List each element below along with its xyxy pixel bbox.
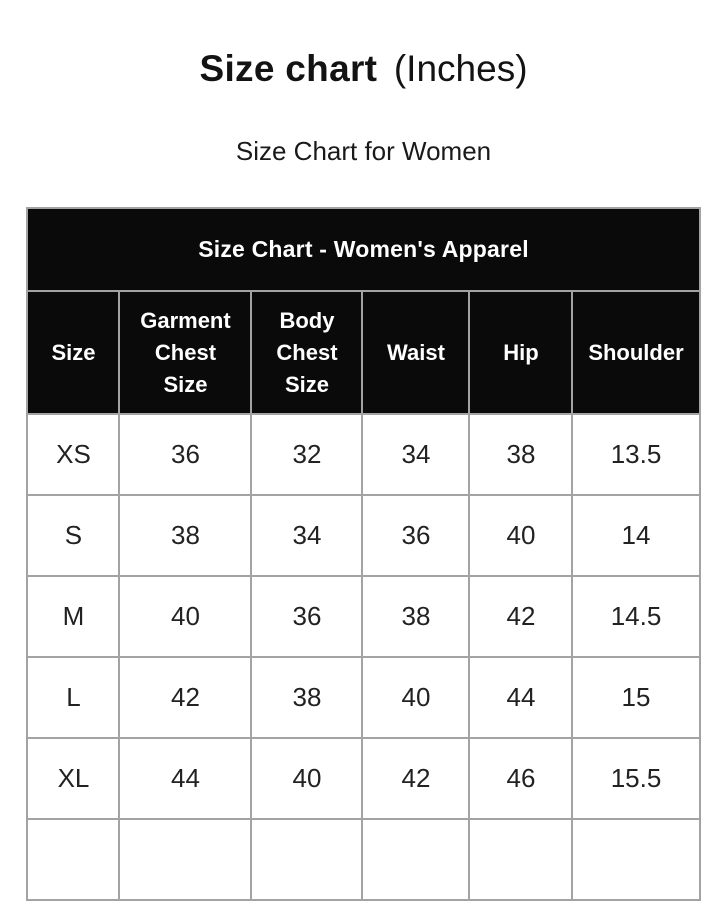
cell-waist: 36 <box>361 494 471 578</box>
cell-waist: 42 <box>361 737 471 821</box>
column-header-waist: Waist <box>361 290 471 416</box>
table-caption-row: Size Chart - Women's Apparel <box>26 207 701 293</box>
cell-body-chest: 34 <box>250 494 364 578</box>
cell-shoulder: 14 <box>571 494 701 578</box>
cell-body-chest: 40 <box>250 737 364 821</box>
cell-size: M <box>26 575 121 659</box>
cell-waist: 40 <box>361 656 471 740</box>
column-header-size: Size <box>26 290 121 416</box>
table-row-m: M 40 36 38 42 14.5 <box>26 575 701 659</box>
cell-hip: 40 <box>468 494 574 578</box>
column-header-shoulder: Shoulder <box>571 290 701 416</box>
cell-hip: 44 <box>468 656 574 740</box>
table-header-row: Size Garment Chest Size Body Chest Size … <box>26 290 701 416</box>
page-title-unit: (Inches) <box>393 48 528 89</box>
cell-body-chest: 38 <box>250 656 364 740</box>
page-title-main: Size chart <box>199 48 378 89</box>
cell-shoulder: 13.5 <box>571 413 701 497</box>
cell-size: L <box>26 656 121 740</box>
cell-garment-chest: 38 <box>118 494 253 578</box>
page-subtitle: Size Chart for Women <box>235 135 492 166</box>
table-row-xl: XL 44 40 42 46 15.5 <box>26 737 701 821</box>
cell-garment-chest: 42 <box>118 656 253 740</box>
table-row-s: S 38 34 36 40 14 <box>26 494 701 578</box>
column-header-hip: Hip <box>468 290 574 416</box>
cell-garment-chest: 36 <box>118 413 253 497</box>
cell-shoulder: 14.5 <box>571 575 701 659</box>
table-caption: Size Chart - Women's Apparel <box>26 207 701 293</box>
cell-body-chest: 36 <box>250 575 364 659</box>
cell-size: XL <box>26 737 121 821</box>
page-title: Size chart (Inches) <box>0 48 727 91</box>
cell-hip: 38 <box>468 413 574 497</box>
cell-shoulder: 15 <box>571 656 701 740</box>
cell-hip: 42 <box>468 575 574 659</box>
size-chart-table: Size Chart - Women's Apparel Size Garmen… <box>26 207 701 902</box>
column-header-body-chest-size: Body Chest Size <box>250 290 364 416</box>
cell-garment-chest: 40 <box>118 575 253 659</box>
table-row-xs: XS 36 32 34 38 13.5 <box>26 413 701 497</box>
cell-shoulder: 15.5 <box>571 737 701 821</box>
cell-garment-chest: 44 <box>118 737 253 821</box>
cell-waist: 38 <box>361 575 471 659</box>
cell-size: S <box>26 494 121 578</box>
cell-hip: 46 <box>468 737 574 821</box>
table-row-l: L 42 38 40 44 15 <box>26 656 701 740</box>
cell-waist: 34 <box>361 413 471 497</box>
column-header-garment-chest-size: Garment Chest Size <box>118 290 253 416</box>
cell-body-chest: 32 <box>250 413 364 497</box>
cell-size: XS <box>26 413 121 497</box>
